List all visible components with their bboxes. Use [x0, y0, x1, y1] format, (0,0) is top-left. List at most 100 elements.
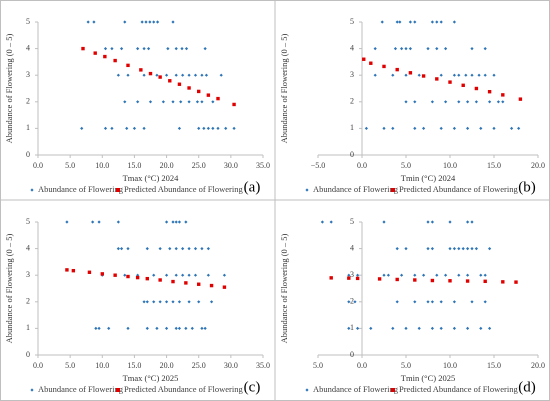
observed-point: [200, 73, 204, 77]
x-tick-label: 20.0: [160, 161, 174, 170]
legend-label: Abundance of Flowering: [313, 184, 399, 194]
predicted-point: [65, 268, 69, 272]
predicted-point: [369, 61, 373, 65]
predicted-point: [430, 278, 435, 283]
observed-point: [197, 126, 201, 130]
x-axis-label: Tmin (°C) 2024: [401, 173, 456, 183]
observed-point: [195, 100, 200, 104]
observed-point: [174, 47, 178, 51]
observed-point: [136, 47, 140, 51]
predicted-point: [148, 71, 153, 76]
y-tick-label: 0: [26, 350, 30, 359]
panel: 5.0 0.0 5.0 10.0 15.0 20.0 0 1 2 3 4 5 Tmin (°C) 202…: [279, 217, 545, 396]
x-tick-label: 15.0: [127, 161, 141, 170]
observed-point: [174, 220, 178, 224]
predicted-point: [501, 280, 505, 284]
observed-point: [110, 126, 114, 130]
y-tick-label: 3: [350, 270, 354, 279]
x-tick-label: 15.0: [487, 161, 501, 170]
observed-point: [211, 126, 215, 130]
predicted-point: [355, 276, 360, 281]
observed-point: [184, 47, 189, 51]
predicted-point: [483, 279, 487, 284]
panel-letter: (d): [518, 379, 536, 395]
x-tick-label: 5.0: [65, 361, 75, 370]
y-tick-label: 5: [350, 217, 354, 226]
x-tick-label: 5.0: [313, 361, 323, 370]
observed-point: [181, 247, 185, 251]
y-tick-label: 4: [26, 243, 30, 252]
predicted-point: [71, 268, 76, 273]
x-tick-label: 20.0: [531, 361, 545, 370]
legend-label: Abundance of Flowering: [38, 184, 124, 194]
observed-point: [164, 73, 169, 77]
observed-point: [404, 326, 408, 330]
observed-point: [448, 220, 452, 224]
observed-point: [483, 73, 487, 77]
x-tick-label: 5.0: [65, 161, 75, 170]
legend-label: Predicted Abundance of Flowering: [124, 184, 243, 194]
observed-point: [492, 126, 496, 130]
observed-point: [171, 100, 175, 104]
x-axis-label: Tmax (°C) 2024: [123, 173, 180, 183]
predicted-point: [222, 285, 227, 289]
predicted-point: [518, 97, 523, 101]
observed-point: [470, 300, 474, 304]
panel-letter: (b): [518, 179, 536, 195]
x-tick-label: 0.0: [33, 161, 43, 170]
observed-point: [86, 20, 90, 24]
y-tick-label: 3: [26, 270, 30, 279]
y-tick-label: 0: [350, 150, 354, 159]
observed-point: [152, 20, 156, 24]
legend-label: Predicted Abundance of Flowering: [399, 184, 518, 194]
y-tick-label: 3: [26, 70, 30, 79]
predicted-point: [87, 270, 92, 274]
x-tick-label: 10.0: [95, 361, 109, 370]
y-tick-label: 4: [350, 43, 354, 52]
observed-point: [92, 20, 96, 24]
observed-point: [187, 100, 191, 104]
legend-swatch: [305, 388, 309, 392]
observed-point: [204, 73, 209, 77]
legend-swatch: [30, 388, 34, 392]
y-axis-label: Abundance of Flowering (0 – 5): [4, 33, 14, 143]
x-tick-label: 30.0: [224, 361, 238, 370]
observed-point: [426, 47, 430, 51]
observed-point: [461, 247, 465, 251]
legend-swatch: [391, 388, 395, 392]
predicted-point: [197, 282, 201, 286]
observed-point: [404, 100, 408, 104]
observed-point: [187, 247, 191, 251]
x-tick-label: 30.0: [224, 161, 238, 170]
observed-point: [171, 20, 175, 24]
observed-point: [430, 220, 434, 224]
y-tick-label: 2: [350, 97, 354, 106]
predicted-point: [93, 51, 97, 55]
predicted-point: [408, 71, 413, 75]
x-tick-label: 25.0: [192, 361, 206, 370]
y-tick-label: 5: [26, 217, 30, 226]
observed-point: [413, 20, 417, 24]
observed-point: [123, 273, 127, 277]
y-tick-label: 2: [26, 297, 30, 306]
observed-point: [457, 247, 461, 251]
predicted-point: [177, 82, 182, 86]
observed-point: [142, 73, 146, 77]
observed-point: [119, 47, 124, 51]
predicted-point: [81, 46, 85, 51]
y-tick-label: 1: [350, 123, 354, 132]
predicted-point: [103, 54, 107, 59]
legend-label: Abundance of Flowering: [38, 384, 124, 394]
observed-point: [97, 326, 101, 330]
observed-point: [404, 47, 408, 51]
y-tick-label: 3: [350, 70, 354, 79]
observed-point: [483, 47, 487, 51]
observed-point: [177, 220, 182, 224]
observed-point: [224, 126, 228, 130]
observed-point: [517, 126, 521, 130]
x-tick-label: 15.0: [487, 361, 501, 370]
x-tick-label: 35.0: [256, 361, 270, 370]
observed-point: [435, 20, 439, 24]
observed-point: [144, 20, 148, 24]
observed-point: [91, 220, 95, 224]
